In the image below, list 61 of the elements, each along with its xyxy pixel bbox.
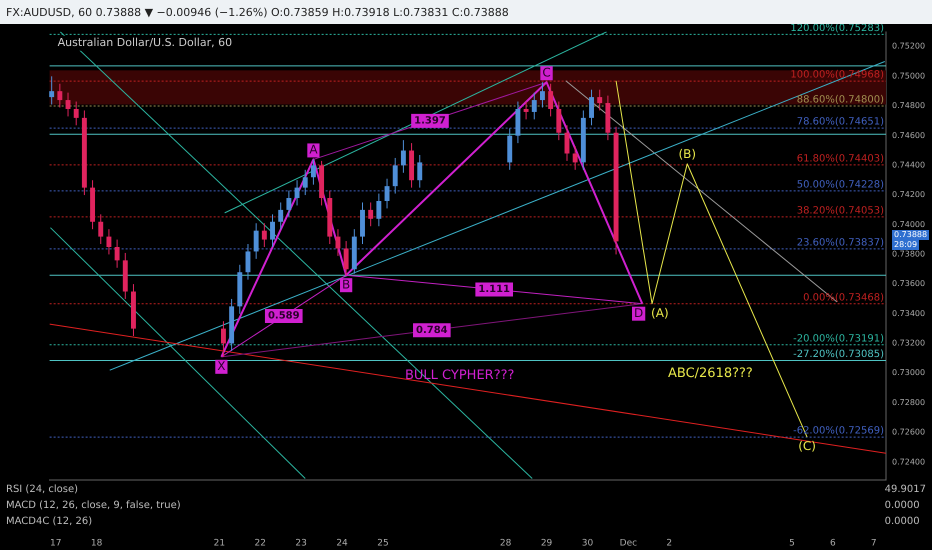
annotation: 0.589 bbox=[268, 310, 300, 322]
ref-line-label: -20.00%(0.73191) bbox=[793, 333, 884, 344]
annotation: (A) bbox=[651, 306, 669, 320]
annotation: A bbox=[309, 142, 318, 157]
x-tick-label: 7 bbox=[870, 538, 877, 549]
annotation: D bbox=[634, 306, 644, 320]
annotation: 0.784 bbox=[416, 324, 448, 336]
annotation: (B) bbox=[678, 147, 696, 162]
text: 28:09 bbox=[892, 240, 920, 250]
text: MACD (12, 26, close, 9, false, true) bbox=[6, 499, 182, 513]
x-tick-label: 29 bbox=[540, 538, 553, 549]
y-tick-label: 0.74000 bbox=[892, 220, 926, 229]
y-tick-label: 0.73200 bbox=[892, 338, 926, 348]
annotation: 1.397 bbox=[414, 115, 446, 126]
ref-line-label: -27.20%(0.73085) bbox=[793, 349, 884, 360]
ref-line-label: 61.80%(0.74403) bbox=[796, 154, 884, 165]
y-tick-label: 0.74800 bbox=[892, 101, 926, 110]
text: Australian Dollar/U.S. Dollar, 60 bbox=[58, 36, 232, 50]
text: 0.0000 bbox=[884, 515, 921, 529]
annotation: X bbox=[217, 358, 226, 373]
text: 0.0000 bbox=[884, 499, 921, 513]
ref-line-label: 88.60%(0.74800) bbox=[796, 94, 884, 106]
x-tick-label: 18 bbox=[90, 538, 103, 549]
x-tick-label: 6 bbox=[830, 538, 836, 549]
x-tick-label: 5 bbox=[789, 538, 795, 549]
text: 49.9017 bbox=[884, 483, 926, 497]
text: RSI (24, close) bbox=[6, 483, 80, 497]
y-tick-label: 0.74400 bbox=[892, 160, 926, 170]
x-tick-label: 24 bbox=[336, 538, 348, 549]
x-tick-label: 30 bbox=[582, 538, 594, 549]
y-tick-label: 0.75200 bbox=[892, 42, 926, 51]
x-tick-label: Dec bbox=[620, 538, 638, 549]
ref-line-label: 50.00%(0.74228) bbox=[796, 179, 884, 190]
annotation: C bbox=[542, 65, 551, 80]
annotation: (C) bbox=[798, 439, 816, 454]
x-tick-label: 2 bbox=[666, 538, 672, 549]
x-tick-label: 22 bbox=[254, 538, 266, 549]
x-tick-label: 21 bbox=[214, 538, 226, 549]
ref-line-label: 38.20%(0.74053) bbox=[796, 205, 884, 216]
y-tick-label: 0.74200 bbox=[892, 190, 926, 200]
y-tick-label: 0.72400 bbox=[892, 457, 926, 466]
y-tick-label: 0.73400 bbox=[892, 308, 926, 318]
x-tick-label: 28 bbox=[500, 538, 512, 549]
y-tick-label: 0.73800 bbox=[892, 249, 926, 258]
chart-subtitle: FX:AUDUSD, 60 0.73888 ▼ −0.00946 (−1.26%) O:0.73859 H:0.73918 L:0.73831 C:0.73888 bbox=[6, 6, 509, 19]
y-tick-label: 0.72600 bbox=[892, 428, 926, 437]
ref-line-label: 23.60%(0.73837) bbox=[796, 238, 884, 249]
y-tick-label: 0.72800 bbox=[892, 398, 926, 407]
y-tick-label: 0.75000 bbox=[892, 71, 926, 80]
text: 0.73888 bbox=[892, 230, 930, 240]
y-tick-label: 0.73000 bbox=[892, 368, 926, 378]
text: MACD4C (12, 26) bbox=[6, 515, 94, 529]
y-tick-label: 0.74600 bbox=[892, 130, 926, 140]
x-tick-label: 25 bbox=[377, 538, 389, 549]
annotation: B bbox=[342, 277, 350, 292]
ref-line-label: 78.60%(0.74651) bbox=[796, 116, 884, 128]
x-tick-label: 23 bbox=[295, 538, 307, 549]
x-tick-label: 17 bbox=[50, 538, 62, 549]
annotation: ABC/2618??? bbox=[668, 366, 753, 381]
annotation: 1.111 bbox=[478, 284, 510, 296]
y-tick-label: 0.73600 bbox=[892, 279, 926, 288]
